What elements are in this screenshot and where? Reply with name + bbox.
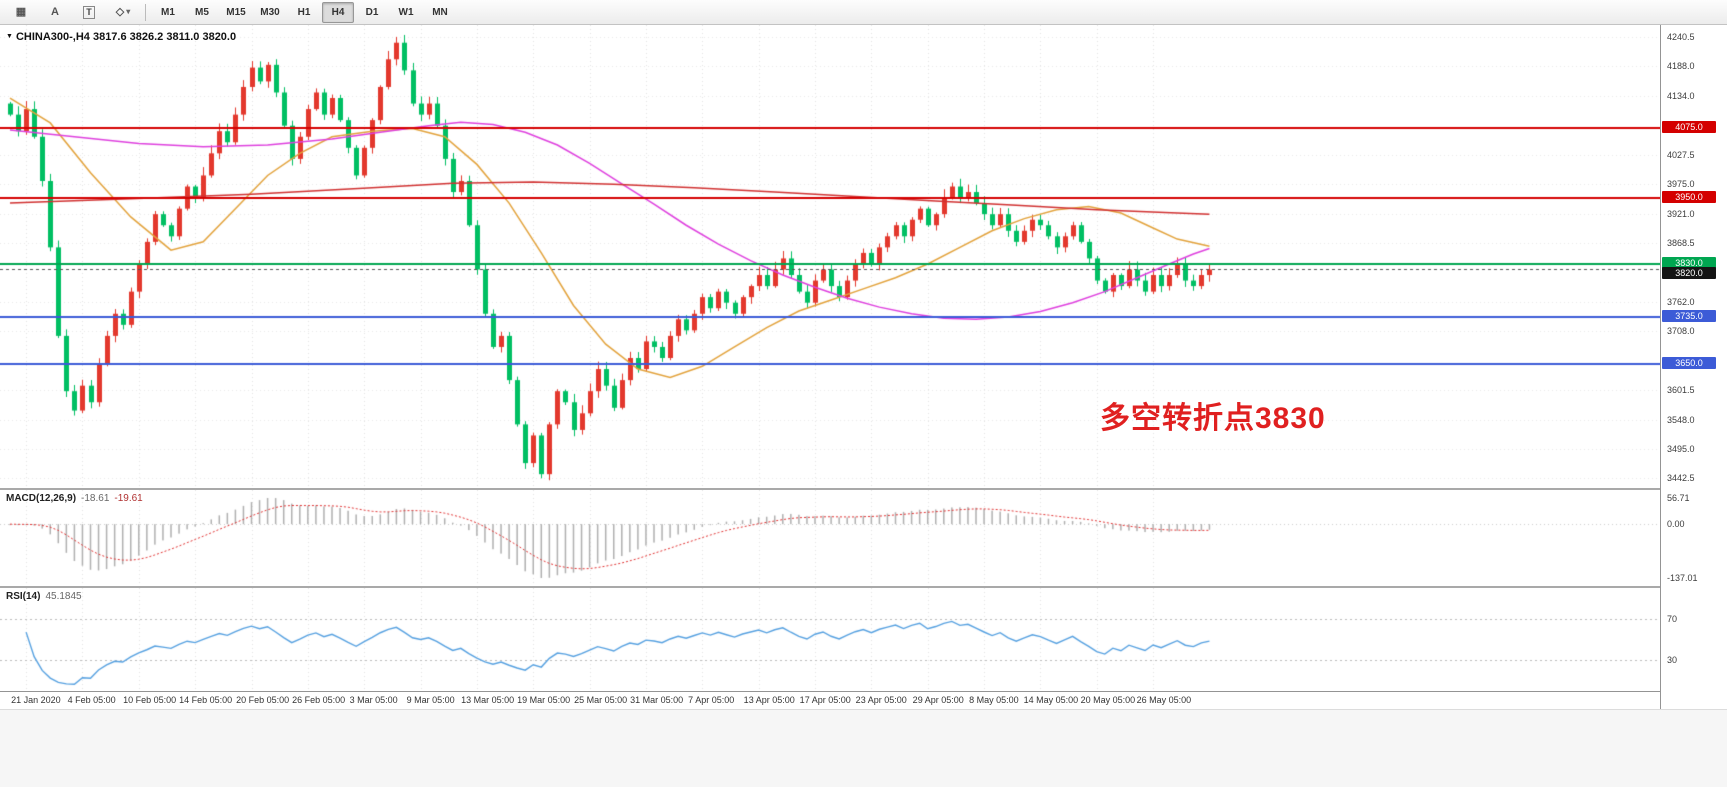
time-tick-label: 31 Mar 05:00 xyxy=(630,695,684,705)
main-chart-canvas[interactable] xyxy=(0,25,1660,488)
timeframe-button-H1[interactable]: H1 xyxy=(297,6,311,18)
price-tick-label: 4188.0 xyxy=(1667,61,1695,71)
rsi-value: 45.1845 xyxy=(45,591,82,602)
time-tick-label: 9 Mar 05:00 xyxy=(406,695,455,705)
time-tick-label: 25 Mar 05:00 xyxy=(574,695,628,705)
timeframe-button-M15[interactable]: M15 xyxy=(226,6,246,18)
shapes-tool-button[interactable]: ◇ ▾ xyxy=(107,1,139,22)
price-tick-label: 3708.0 xyxy=(1667,326,1695,336)
timeframes-group: M1 M5 M15 M30 H1 H4 D1 W1 MN xyxy=(151,1,457,23)
bottom-empty-area xyxy=(0,709,1727,787)
time-tick-label: 29 Apr 05:00 xyxy=(912,695,964,705)
chart-title-text: CHINA300-,H4 3817.6 3826.2 3811.0 3820.0 xyxy=(15,31,237,43)
hline-price-label: 3830.0 xyxy=(1662,257,1716,269)
macd-min-label: -137.01 xyxy=(1667,573,1698,583)
macd-value-main: -18.61 xyxy=(81,493,110,504)
macd-zero-label: 0.00 xyxy=(1667,519,1685,529)
grid-tool-button[interactable]: ▦ xyxy=(5,1,37,22)
time-tick-label: 13 Apr 05:00 xyxy=(743,695,795,705)
shapes-tool-icon: ◇ xyxy=(115,6,125,18)
time-tick-label: 14 Feb 05:00 xyxy=(179,695,233,705)
hline-price-label: 3735.0 xyxy=(1662,310,1716,322)
rsi-panel: RSI(14) 45.1845 xyxy=(0,588,1660,691)
chart-annotation-text: 多空转折点3830 xyxy=(1100,402,1326,435)
price-tick-label: 4240.5 xyxy=(1667,32,1695,42)
grid-tool-icon: ▦ xyxy=(15,6,27,18)
symbol-dropdown-icon[interactable]: ▼ xyxy=(6,33,13,40)
time-tick-label: 26 May 05:00 xyxy=(1136,695,1192,705)
price-tick-label: 3921.0 xyxy=(1667,209,1695,219)
time-tick-label: 19 Mar 05:00 xyxy=(517,695,571,705)
time-tick-label: 3 Mar 05:00 xyxy=(349,695,398,705)
macd-canvas[interactable] xyxy=(0,490,1660,586)
macd-label: MACD(12,26,9) -18.61 -19.61 xyxy=(6,493,143,504)
price-tick-label: 4027.5 xyxy=(1667,150,1695,160)
current-price-label: 3820.0 xyxy=(1662,267,1716,279)
price-tick-label: 3548.0 xyxy=(1667,415,1695,425)
macd-name: MACD(12,26,9) xyxy=(6,493,77,504)
hline-price-label: 4075.0 xyxy=(1662,121,1716,133)
time-tick-label: 26 Feb 05:00 xyxy=(292,695,346,705)
time-tick-label: 4 Feb 05:00 xyxy=(67,695,116,705)
timeframe-button-MN[interactable]: MN xyxy=(432,6,448,18)
time-tick-label: 10 Feb 05:00 xyxy=(123,695,177,705)
price-tick-label: 3762.0 xyxy=(1667,297,1695,307)
price-tick-label: 3442.5 xyxy=(1667,473,1695,483)
timeframe-button-D1[interactable]: D1 xyxy=(365,6,379,18)
rsi-name: RSI(14) xyxy=(6,591,41,602)
price-axis[interactable]: 4240.5 4188.0 4134.0 4027.5 3975.0 3921.0 3868… xyxy=(1660,25,1727,709)
panel-splitter[interactable] xyxy=(0,488,1727,490)
text-tool-button[interactable]: T xyxy=(73,2,105,23)
timeframe-button-M30[interactable]: M30 xyxy=(260,6,280,18)
rsi-level-label: 30 xyxy=(1667,655,1678,665)
main-chart-panel: ▼ CHINA300-,H4 3817.6 3826.2 3811.0 3820.… xyxy=(0,25,1660,488)
text-tool-icon: T xyxy=(83,6,95,19)
time-tick-label: 20 May 05:00 xyxy=(1080,695,1136,705)
time-axis[interactable]: 21 Jan 2020 4 Feb 05:00 10 Feb 05:00 14 Feb… xyxy=(0,691,1727,709)
cursor-a-tool-icon: A xyxy=(51,6,59,18)
time-tick-label: 20 Feb 05:00 xyxy=(236,695,290,705)
dropdown-caret-icon: ▾ xyxy=(126,7,131,16)
time-tick-label: 7 Apr 05:00 xyxy=(688,695,735,705)
time-tick-label: 14 May 05:00 xyxy=(1023,695,1079,705)
timeframe-button-M1[interactable]: M1 xyxy=(161,6,175,18)
drawing-tools-group: ▦ A T ◇ ▾ xyxy=(4,1,140,23)
macd-panel: MACD(12,26,9) -18.61 -19.61 xyxy=(0,490,1660,586)
price-tick-label: 3868.5 xyxy=(1667,238,1695,248)
panel-splitter[interactable] xyxy=(0,586,1727,588)
timeframe-button-H4[interactable]: H4 xyxy=(322,1,354,23)
price-tick-label: 4134.0 xyxy=(1667,91,1695,101)
macd-max-label: 56.71 xyxy=(1667,493,1690,503)
price-tick-label: 3601.5 xyxy=(1667,385,1695,395)
price-tick-label: 3495.0 xyxy=(1667,444,1695,454)
hline-price-label: 3950.0 xyxy=(1662,191,1716,203)
toolbar-separator xyxy=(145,3,146,21)
timeframe-button-W1[interactable]: W1 xyxy=(398,6,414,18)
time-tick-label: 13 Mar 05:00 xyxy=(461,695,515,705)
rsi-canvas[interactable] xyxy=(0,588,1660,691)
timeframe-button-M5[interactable]: M5 xyxy=(195,6,209,18)
price-tick-label: 3975.0 xyxy=(1667,179,1695,189)
rsi-level-label: 70 xyxy=(1667,614,1678,624)
time-tick-label: 23 Apr 05:00 xyxy=(855,695,907,705)
chart-title: ▼ CHINA300-,H4 3817.6 3826.2 3811.0 3820.… xyxy=(6,31,236,43)
time-tick-label: 21 Jan 2020 xyxy=(11,695,61,705)
time-tick-label: 8 May 05:00 xyxy=(969,695,1019,705)
time-tick-label: 17 Apr 05:00 xyxy=(799,695,851,705)
toolbar: ▦ A T ◇ ▾ M1 M5 M15 M30 H1 H4 D1 W1 MN xyxy=(0,0,1727,25)
hline-price-label: 3650.0 xyxy=(1662,357,1716,369)
rsi-label: RSI(14) 45.1845 xyxy=(6,591,82,602)
macd-value-signal: -19.61 xyxy=(114,493,143,504)
cursor-a-tool-button[interactable]: A xyxy=(39,2,71,23)
